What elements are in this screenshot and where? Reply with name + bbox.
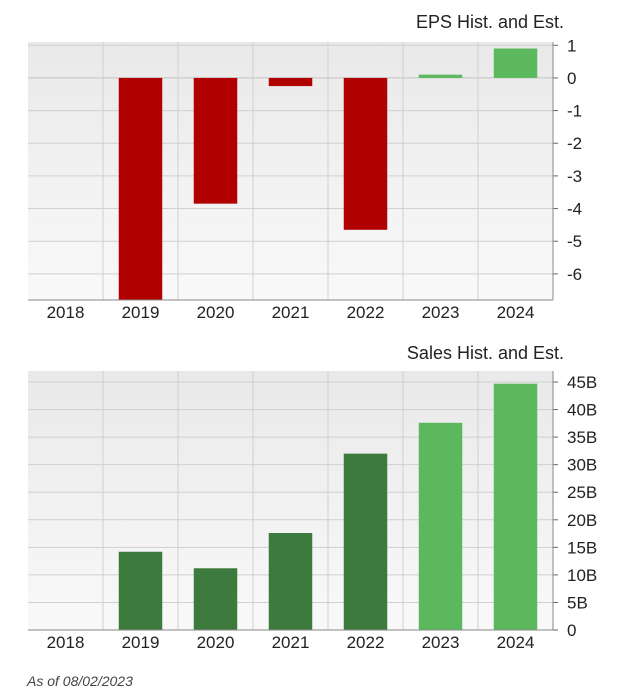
x-tick-label: 2019 [122, 633, 160, 652]
x-tick-label: 2022 [347, 303, 385, 322]
x-tick-label: 2020 [197, 633, 235, 652]
y-tick-label: -2 [567, 134, 582, 153]
y-tick-label: 40B [567, 401, 597, 420]
y-tick-label: -6 [567, 265, 582, 284]
x-tick-label: 2022 [347, 633, 385, 652]
y-tick-label: 10B [567, 566, 597, 585]
y-tick-label: 0 [567, 621, 576, 640]
bar-2019 [118, 551, 163, 630]
y-tick-label: 0 [567, 69, 576, 88]
y-tick-label: 45B [567, 373, 597, 392]
x-tick-label: 2021 [272, 633, 310, 652]
y-tick-label: 1 [567, 36, 576, 55]
bar-2020 [193, 568, 238, 630]
bar-2022 [343, 453, 388, 630]
y-tick-label: 15B [567, 538, 597, 557]
bar-2023 [418, 422, 463, 630]
y-tick-label: 30B [567, 456, 597, 475]
x-tick-label: 2018 [47, 633, 85, 652]
bar-2020 [193, 77, 238, 204]
y-tick-label: -3 [567, 167, 582, 186]
bar-2019 [118, 77, 163, 301]
y-tick-label: -5 [567, 232, 582, 251]
sales-chart-title: Sales Hist. and Est. [406, 343, 564, 363]
x-tick-label: 2024 [497, 633, 535, 652]
bar-2022 [343, 77, 388, 230]
y-tick-label: 5B [567, 593, 588, 612]
y-tick-label: -1 [567, 102, 582, 121]
y-tick-label: -4 [567, 200, 582, 219]
x-tick-label: 2021 [272, 303, 310, 322]
x-tick-label: 2018 [47, 303, 85, 322]
y-tick-label: 20B [567, 511, 597, 530]
x-tick-label: 2019 [122, 303, 160, 322]
y-tick-label: 25B [567, 483, 597, 502]
bar-2023 [418, 74, 463, 78]
bar-2021 [268, 533, 313, 630]
as-of-date: As of 08/02/2023 [27, 673, 133, 689]
bar-2024 [493, 383, 538, 630]
bar-2024 [493, 48, 538, 78]
x-tick-label: 2023 [422, 633, 460, 652]
x-tick-label: 2023 [422, 303, 460, 322]
x-tick-label: 2024 [497, 303, 535, 322]
bar-2021 [268, 77, 313, 87]
y-tick-label: 35B [567, 428, 597, 447]
x-tick-label: 2020 [197, 303, 235, 322]
eps-chart-title: EPS Hist. and Est. [415, 12, 564, 32]
eps-chart: 1 0 -1 -2 -3 -4 -5 -6 2018 2019 2020 2021 2022 2023 20… [28, 36, 582, 322]
